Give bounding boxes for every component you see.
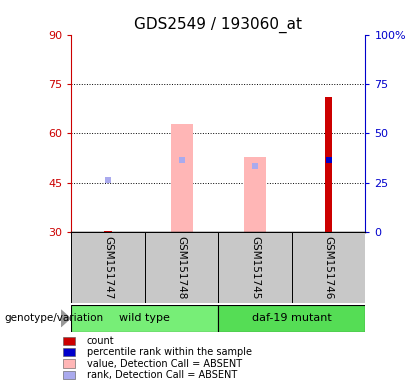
Text: rank, Detection Call = ABSENT: rank, Detection Call = ABSENT xyxy=(87,370,237,380)
Text: count: count xyxy=(87,336,114,346)
Bar xyxy=(105,231,112,232)
Text: GSM151746: GSM151746 xyxy=(324,236,333,300)
Text: genotype/variation: genotype/variation xyxy=(4,313,103,323)
Bar xyxy=(244,157,266,232)
Bar xyxy=(325,97,332,232)
Text: wild type: wild type xyxy=(119,313,171,323)
Bar xyxy=(218,305,365,332)
Bar xyxy=(63,337,75,345)
Title: GDS2549 / 193060_at: GDS2549 / 193060_at xyxy=(134,17,302,33)
Bar xyxy=(63,359,75,368)
Bar xyxy=(63,348,75,356)
Text: GSM151748: GSM151748 xyxy=(177,236,186,300)
Bar xyxy=(71,305,218,332)
Text: value, Detection Call = ABSENT: value, Detection Call = ABSENT xyxy=(87,359,242,369)
Text: daf-19 mutant: daf-19 mutant xyxy=(252,313,332,323)
Bar xyxy=(218,232,292,303)
Bar xyxy=(171,124,193,232)
Bar xyxy=(71,232,145,303)
Bar xyxy=(292,232,365,303)
Polygon shape xyxy=(61,310,70,327)
Text: percentile rank within the sample: percentile rank within the sample xyxy=(87,347,252,357)
Text: GSM151745: GSM151745 xyxy=(250,236,260,300)
Text: GSM151747: GSM151747 xyxy=(103,236,113,300)
Bar xyxy=(63,371,75,379)
Bar xyxy=(145,232,218,303)
